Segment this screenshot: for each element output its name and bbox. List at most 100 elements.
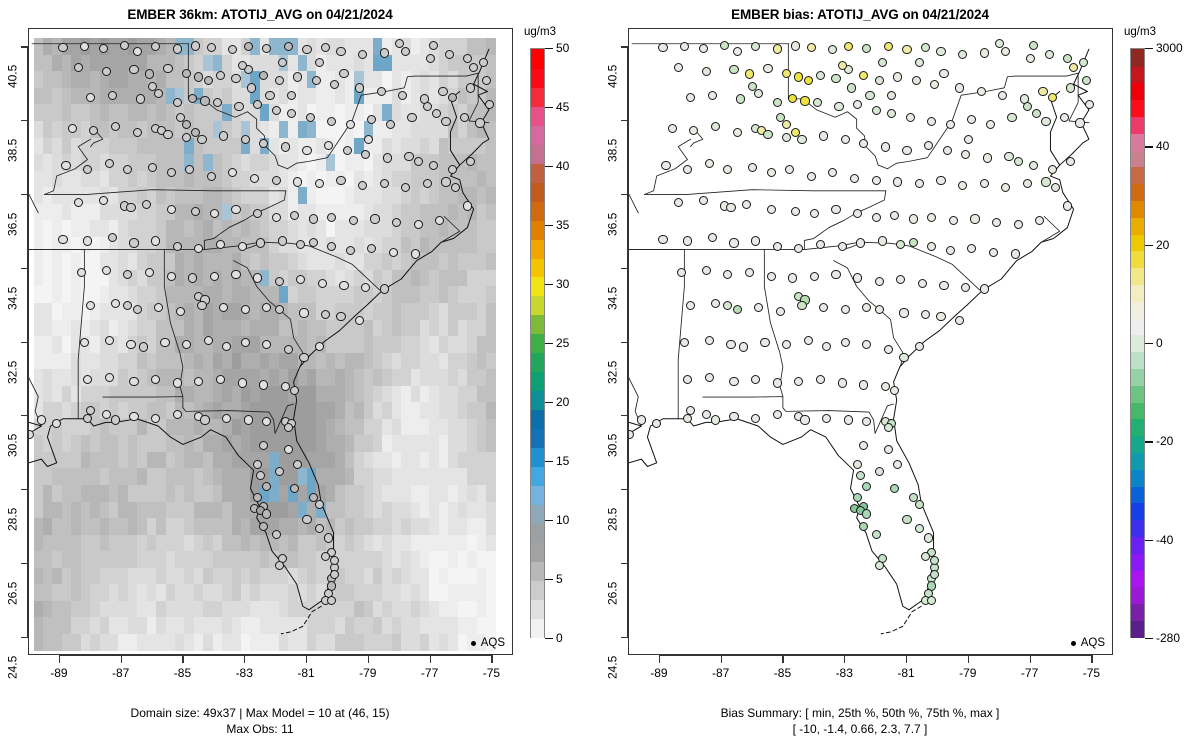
- raster-cell: [316, 633, 327, 652]
- raster-cell: [486, 302, 497, 321]
- raster-cell: [137, 38, 148, 56]
- aqs-site-marker: [936, 175, 946, 185]
- aqs-site-marker: [172, 378, 182, 388]
- aqs-site-marker: [376, 87, 386, 97]
- panel-model: EMBER 36km: ATOTIJ_AVG on 04/21/2024 AQS…: [5, 7, 570, 736]
- colorbar-segment: [1131, 166, 1144, 185]
- aqs-legend-label: AQS: [1080, 637, 1105, 649]
- aqs-site-marker: [86, 92, 96, 102]
- panel-bias-plot-area[interactable]: AQS: [628, 28, 1113, 655]
- aqs-site-marker: [852, 208, 863, 218]
- aqs-site-marker: [710, 415, 721, 425]
- aqs-site-marker: [636, 415, 646, 425]
- aqs-site-marker: [732, 127, 742, 137]
- y-tick: [21, 341, 28, 343]
- aqs-site-marker: [862, 302, 872, 313]
- colorbar-tick-label: 20: [556, 395, 570, 409]
- colorbar-segment: [531, 371, 544, 392]
- aqs-site-marker: [880, 142, 890, 152]
- aqs-site-marker: [806, 42, 816, 53]
- aqs-site-marker: [110, 415, 121, 425]
- aqs-site-marker: [181, 339, 192, 349]
- y-tick: [621, 120, 628, 122]
- raster-cell: [486, 402, 497, 420]
- raster-cell: [109, 633, 120, 652]
- raster-cell: [372, 633, 383, 652]
- aqs-site-marker: [828, 168, 838, 178]
- aqs-site-marker: [222, 413, 232, 423]
- aqs-site-marker: [265, 90, 275, 100]
- y-tick: [21, 120, 28, 122]
- aqs-site-marker: [1078, 57, 1088, 67]
- aqs-site-marker: [837, 61, 847, 71]
- aqs-site-marker: [262, 302, 272, 313]
- colorbar-segment: [531, 409, 544, 430]
- colorbar-segment: [1131, 502, 1144, 521]
- aqs-site-marker: [781, 339, 792, 349]
- raster-cell: [448, 617, 459, 635]
- panel-model-plot-area[interactable]: AQS: [28, 28, 513, 655]
- aqs-site-marker: [673, 63, 683, 73]
- colorbar-segment: [531, 181, 544, 202]
- aqs-site-marker: [107, 90, 117, 100]
- raster-cell: [448, 633, 459, 652]
- aqs-site-marker: [209, 271, 219, 281]
- y-tick: [21, 267, 28, 269]
- y-axis-line: [626, 46, 628, 637]
- caption-line-2: Max Obs: 11: [226, 722, 294, 736]
- colorbar-tick-label: -20: [1156, 434, 1174, 449]
- colorbar-tick-label: -280: [1156, 631, 1181, 645]
- raster-cell: [486, 633, 497, 652]
- aqs-site-marker: [262, 43, 272, 53]
- aqs-site-marker: [859, 138, 869, 148]
- aqs-site-marker: [222, 341, 232, 351]
- aqs-site-marker: [995, 39, 1005, 49]
- aqs-site-marker: [781, 133, 792, 143]
- aqs-site-marker: [392, 218, 402, 228]
- aqs-site-marker: [667, 123, 677, 134]
- aqs-site-marker: [283, 42, 294, 52]
- bias-colorbar-gradient: [1130, 48, 1145, 638]
- aqs-site-marker: [720, 40, 730, 51]
- aqs-site-marker: [151, 236, 161, 246]
- aqs-site-marker: [339, 68, 349, 78]
- colorbar-segment: [531, 561, 544, 581]
- x-axis-line: [658, 655, 1092, 657]
- raster-cell: [184, 633, 195, 652]
- aqs-site-marker: [676, 267, 687, 277]
- aqs-site-marker: [883, 42, 894, 52]
- aqs-site-marker: [964, 135, 974, 145]
- colorbar-segment: [1131, 452, 1144, 470]
- aqs-site-marker: [992, 218, 1002, 228]
- raster-cell: [486, 584, 497, 602]
- aqs-site-marker: [908, 492, 918, 502]
- raster-cell: [335, 633, 346, 652]
- aqs-site-marker: [775, 306, 785, 316]
- aqs-site-marker: [1013, 157, 1023, 167]
- aqs-site-marker: [710, 122, 721, 132]
- colorbar-tick: [545, 461, 553, 463]
- aqs-site-marker: [432, 109, 442, 119]
- aqs-site-marker: [175, 306, 185, 316]
- raster-cell: [382, 617, 393, 635]
- aqs-site-marker: [191, 127, 201, 137]
- aqs-site-marker: [203, 76, 213, 86]
- aqs-site-marker: [766, 271, 776, 281]
- colorbar-segment: [1131, 586, 1144, 605]
- aqs-site-marker: [852, 459, 863, 469]
- aqs-site-marker: [280, 142, 290, 152]
- aqs-site-marker: [914, 500, 924, 510]
- colorbar-tick: [1145, 539, 1153, 541]
- colorbar-segment: [1131, 200, 1144, 218]
- aqs-site-marker: [862, 509, 872, 519]
- raster-cell: [420, 633, 431, 652]
- y-tick-label: 26.5: [605, 581, 619, 605]
- aqs-site-marker: [83, 413, 93, 423]
- aqs-site-marker: [1066, 83, 1076, 93]
- raster-cell: [231, 633, 242, 652]
- aqs-site-marker: [274, 304, 284, 314]
- raster-cell: [118, 633, 129, 652]
- aqs-site-marker: [1069, 63, 1079, 73]
- colorbar-tick: [545, 107, 553, 109]
- aqs-site-marker: [305, 112, 315, 123]
